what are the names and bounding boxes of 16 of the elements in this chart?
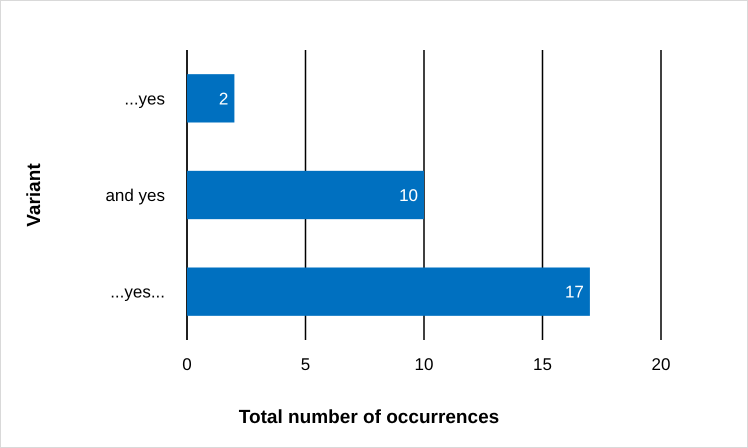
y-tick-label: and yes: [105, 186, 165, 205]
bar: [187, 74, 234, 122]
y-axis-title: Variant: [24, 162, 45, 227]
data-label: 2: [218, 89, 228, 108]
x-tick-label: 20: [652, 355, 670, 374]
y-tick-label: ...yes: [124, 89, 165, 108]
x-tick-label: 0: [182, 355, 192, 374]
x-tick-label: 15: [533, 355, 552, 374]
x-axis-title: Total number of occurrences: [238, 407, 500, 428]
x-tick-label: 10: [414, 355, 434, 374]
data-label: 10: [399, 186, 418, 205]
bar: [187, 170, 424, 220]
data-label: 17: [564, 282, 584, 302]
x-tick-label: 5: [300, 355, 310, 374]
bar: [187, 268, 590, 316]
y-tick-label: ...yes...: [110, 282, 165, 302]
